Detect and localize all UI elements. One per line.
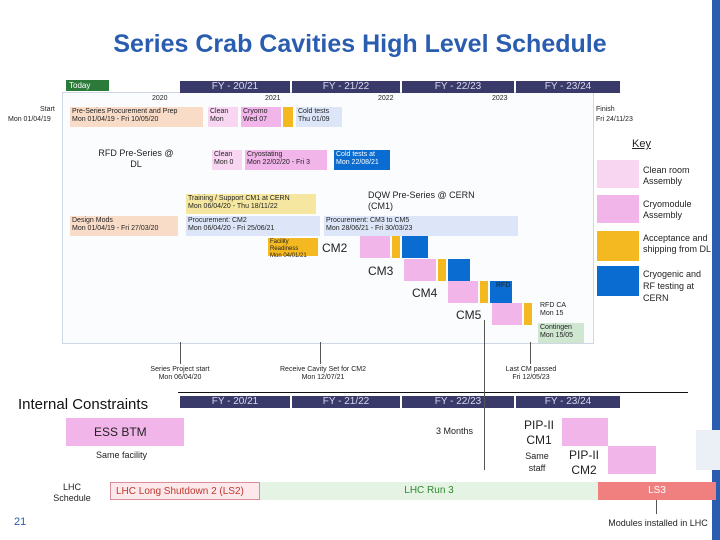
dqw-preseries-label: DQW Pre-Series @ CERN (CM1) bbox=[368, 190, 475, 211]
cm4-cryomodule-bar bbox=[448, 281, 478, 303]
key-label-cryomodule: Cryomodule Assembly bbox=[643, 199, 692, 220]
cm2-cryomodule-bar bbox=[360, 236, 390, 258]
milestone-line-series-start bbox=[180, 342, 181, 364]
task-training-support: Training / Support CM1 at CERN Mon 06/04/… bbox=[186, 194, 316, 214]
finish-label: Finish bbox=[596, 106, 615, 113]
pip-cm1-bar bbox=[562, 418, 608, 446]
start-label: Start bbox=[40, 106, 55, 113]
rfd-ca-label: RFD CA bbox=[540, 302, 567, 309]
page-number: 21 bbox=[14, 516, 27, 528]
task-clean-2: Clean Mon 0 bbox=[212, 150, 242, 170]
year-2023: 2023 bbox=[492, 95, 508, 102]
cm4-shipping-bar bbox=[480, 281, 488, 303]
modules-installed-label: Modules installed in LHC bbox=[608, 518, 708, 528]
finish-date: Fri 24/11/23 bbox=[596, 116, 633, 123]
fy-2324-header-2: FY - 23/24 bbox=[516, 396, 620, 408]
fy-2223-header: FY - 22/23 bbox=[402, 81, 514, 93]
milestone-line-receive-cavity bbox=[320, 342, 321, 364]
start-date: Mon 01/04/19 bbox=[8, 116, 51, 123]
constraints-divider bbox=[178, 392, 688, 393]
key-label-acceptance: Acceptance and shipping from DL bbox=[643, 233, 712, 254]
task-procurement-cm2: Procurement: CM2 Mon 06/04/20 - Fri 25/06… bbox=[186, 216, 320, 236]
key-swatch-cryomodule bbox=[597, 195, 639, 223]
ess-btm-label: ESS BTM bbox=[94, 425, 147, 439]
fy-2223-header-2: FY - 22/23 bbox=[402, 396, 514, 408]
cm2-shipping-bar bbox=[392, 236, 400, 258]
right-accent-bar bbox=[712, 0, 720, 540]
three-months-line bbox=[484, 320, 485, 470]
right-accent-panel bbox=[696, 430, 720, 470]
rfd-preseries-label: RFD Pre-Series @ DL bbox=[98, 148, 174, 169]
rfd-ca-date: Mon 15 bbox=[540, 310, 564, 317]
key-title: Key bbox=[632, 138, 651, 150]
key-label-clean-room: Clean room Assembly bbox=[643, 165, 690, 186]
lhc-schedule-label: LHC Schedule bbox=[53, 482, 91, 503]
lhc-run3-bar: LHC Run 3 bbox=[260, 482, 598, 500]
task-cold-tests-1: Cold tests Thu 01/09 bbox=[296, 107, 342, 127]
cm4-testing-bar bbox=[490, 281, 512, 303]
key-label-testing: Cryogenic and RF testing at CERN bbox=[643, 269, 702, 303]
cm2-label: CM2 bbox=[322, 241, 348, 255]
fy-2122-header: FY - 21/22 bbox=[292, 81, 400, 93]
key-swatch-acceptance bbox=[597, 231, 639, 261]
task-cryostating: Cryostating Mon 22/02/20 - Fri 3 bbox=[245, 150, 327, 170]
task-procurement-cm3-cm5: Procurement: CM3 to CM5 Mon 28/06/21 - Fr… bbox=[324, 216, 518, 236]
fy-2021-header-2: FY - 20/21 bbox=[180, 396, 290, 408]
milestone-line-last-cm bbox=[530, 342, 531, 364]
year-2021: 2021 bbox=[265, 95, 281, 102]
ess-btm-bar bbox=[66, 418, 184, 446]
fy-2324-header: FY - 23/24 bbox=[516, 81, 620, 93]
milestone-receive-cavity: Receive Cavity Set for CM2 Mon 12/07/21 bbox=[280, 366, 366, 381]
task-clean-1: Clean Mon bbox=[208, 107, 238, 127]
cm5-cryomodule-bar bbox=[492, 303, 522, 325]
lhc-ls3-bar: LS3 bbox=[598, 482, 716, 500]
milestone-series-start: Series Project start Mon 06/04/20 bbox=[150, 366, 210, 381]
three-months-label: 3 Months bbox=[436, 426, 474, 436]
task-contingency: Contingen Mon 15/05 bbox=[538, 323, 584, 343]
key-swatch-clean-room bbox=[597, 160, 639, 188]
milestone-last-cm: Last CM passed Fri 12/05/23 bbox=[505, 366, 557, 381]
task-cold-tests-2: Cold tests at Mon 22/08/21 bbox=[334, 150, 390, 170]
task-facility-readiness: Facility Readiness Mon 04/01/21 bbox=[268, 238, 318, 259]
cm3-testing-bar bbox=[448, 259, 470, 281]
cm5-shipping-bar bbox=[524, 303, 532, 325]
internal-constraints-title: Internal Constraints bbox=[18, 396, 149, 413]
modules-installed-arrow bbox=[656, 500, 657, 514]
cm3-shipping-bar bbox=[438, 259, 446, 281]
today-marker: Today bbox=[66, 80, 109, 91]
lhc-ls2-bar: LHC Long Shutdown 2 (LS2) bbox=[110, 482, 260, 500]
year-2022: 2022 bbox=[378, 95, 394, 102]
key-swatch-testing bbox=[597, 266, 639, 296]
task-design-mods: Design Mods Mon 01/04/19 - Fri 27/03/20 bbox=[70, 216, 178, 236]
fy-2021-header: FY - 20/21 bbox=[180, 81, 290, 93]
pip-cm2-label: PIP-II CM2 bbox=[568, 448, 599, 477]
same-staff-label: Same staff bbox=[525, 451, 549, 473]
page-title: Series Crab Cavities High Level Schedule bbox=[113, 30, 607, 58]
task-shipping-1 bbox=[283, 107, 293, 127]
cm5-label: CM5 bbox=[456, 308, 482, 322]
same-facility-label: Same facility bbox=[96, 450, 148, 460]
cm3-label: CM3 bbox=[368, 264, 394, 278]
pip-cm1-label: PIP-II CM1 bbox=[523, 418, 554, 447]
fy-2122-header-2: FY - 21/22 bbox=[292, 396, 400, 408]
cm4-label: CM4 bbox=[412, 286, 438, 300]
task-preseries-procurement: Pre-Series Procurement and Prep Mon 01/04… bbox=[70, 107, 203, 127]
rfd-label: RFD bbox=[496, 282, 511, 289]
year-2020: 2020 bbox=[152, 95, 168, 102]
cm3-cryomodule-bar bbox=[404, 259, 436, 281]
pip-cm2-bar bbox=[608, 446, 656, 474]
task-cryomodule-1: Cryomo Wed 07 bbox=[241, 107, 281, 127]
cm2-testing-bar bbox=[402, 236, 428, 258]
